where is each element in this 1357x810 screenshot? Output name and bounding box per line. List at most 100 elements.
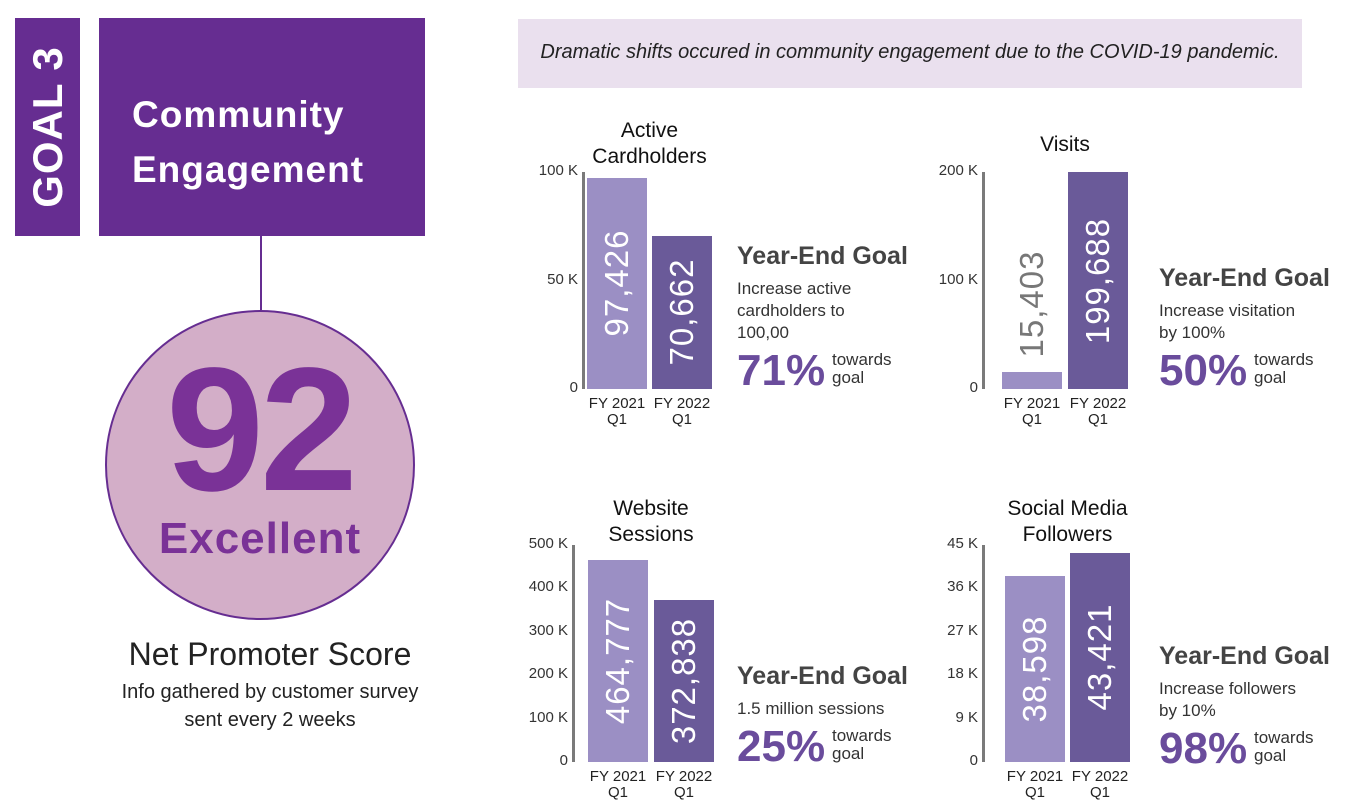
title-line-1: Community	[132, 94, 345, 135]
nps-rating: Excellent	[158, 514, 362, 563]
y-axis-line	[572, 545, 575, 762]
y-tick-label: 9 K	[955, 708, 978, 726]
y-tick-label: 50 K	[547, 270, 578, 288]
x-tick-label-year: FY 2022	[1069, 395, 1127, 412]
y-tick-label: 36 K	[947, 578, 978, 596]
bar-value-label: 38,598	[1016, 615, 1053, 723]
nps-note-line-1: Info gathered by customer survey	[121, 681, 419, 703]
goal-percent: 71%	[737, 346, 826, 395]
y-tick-label: 400 K	[528, 578, 568, 596]
chart-title-line-1: Website	[613, 497, 689, 520]
headline: Dramatic shifts occured in community eng…	[540, 41, 1280, 63]
y-tick-label: 0	[569, 379, 578, 396]
goal-heading: Year-End Goal	[1159, 642, 1330, 670]
goal-percent: 98%	[1159, 724, 1248, 773]
goal-description-line: cardholders to	[737, 301, 845, 320]
y-tick-label: 45 K	[947, 535, 978, 552]
chart-title-line-1: Visits	[1040, 133, 1090, 156]
nps-note-line-2: sent every 2 weeks	[184, 709, 356, 731]
y-axis-line	[982, 172, 985, 389]
goal-box: GOAL 3	[15, 18, 80, 236]
goal-description-line: by 10%	[1159, 701, 1216, 720]
x-tick-label-year: FY 2022	[655, 768, 713, 785]
y-tick-label: 0	[559, 752, 568, 769]
goal-description-line: Increase visitation	[1159, 301, 1296, 320]
title-line-2: Engagement	[132, 149, 365, 190]
nps-score: 92	[166, 332, 358, 528]
y-tick-label: 200 K	[938, 162, 978, 179]
y-tick-label: 300 K	[528, 621, 568, 639]
goal-heading: Year-End Goal	[1159, 264, 1330, 292]
y-tick-label: 100 K	[538, 162, 578, 179]
y-tick-label: 18 K	[947, 665, 978, 683]
x-tick-label-quarter: Q1	[1087, 411, 1108, 428]
bar-value-label: 70,662	[663, 258, 700, 366]
y-tick-label: 0	[969, 379, 978, 396]
bar-fy2021	[587, 177, 647, 389]
bar-fy2022	[1070, 552, 1130, 762]
x-tick-label-quarter: Q1	[1089, 784, 1110, 801]
goal-percent: 25%	[737, 722, 826, 771]
chart-title-line-1: Social Media	[1007, 497, 1128, 520]
y-axis-line	[982, 545, 985, 762]
bar-fy2022	[1068, 172, 1128, 389]
goal-percent: 50%	[1159, 346, 1248, 395]
y-tick-label: 0	[969, 752, 978, 769]
bar-value-label: 15,403	[1013, 250, 1050, 358]
y-tick-label: 200 K	[528, 665, 568, 683]
x-tick-label-quarter: Q1	[1024, 784, 1045, 801]
bar-value-label: 199,688	[1079, 217, 1116, 344]
x-tick-label-year: FY 2022	[1071, 768, 1129, 785]
towards-text: towards	[832, 726, 892, 745]
x-tick-label-quarter: Q1	[606, 411, 627, 428]
chart-title-line-1: Active	[620, 119, 679, 142]
chart-website-sessions: Website Sessions 500 K 400 K 300 K 200 K 100 K…	[505, 490, 925, 801]
y-tick-label: 27 K	[947, 621, 978, 639]
goal-description-line: 100,00	[737, 323, 789, 342]
goal-heading: Year-End Goal	[737, 242, 908, 270]
towards-text: towards	[1254, 350, 1314, 369]
goal-text: goal	[1254, 368, 1287, 387]
x-tick-label-year: FY 2021	[1003, 395, 1061, 412]
bar-fy2022	[652, 235, 712, 389]
goal-text: goal	[1254, 746, 1287, 765]
nps-circle: 92 Excellent	[105, 310, 415, 620]
chart-title-line-2: Sessions	[608, 523, 694, 546]
goal-description-line: by 100%	[1159, 323, 1226, 342]
title-box: Community Engagement	[99, 18, 425, 236]
connector-line	[260, 236, 262, 310]
chart-active-cardholders: Active Cardholders 100 K 50 K 0 97,426 FY 2021…	[505, 112, 925, 428]
goal-label: GOAL 3	[23, 46, 71, 208]
x-tick-label-year: FY 2021	[589, 768, 647, 785]
bar-fy2021	[1005, 575, 1065, 762]
chart-title-line-2: Cardholders	[592, 145, 707, 168]
bar-value-label: 372,838	[665, 617, 702, 745]
y-tick-label: 500 K	[528, 535, 568, 552]
x-tick-label-quarter: Q1	[607, 784, 628, 801]
goal-text: goal	[832, 368, 865, 387]
bar-value-label: 464,777	[599, 597, 636, 725]
goal-heading: Year-End Goal	[737, 662, 908, 690]
goal-description-line: 1.5 million sessions	[737, 699, 885, 718]
goal-description-line: Increase followers	[1159, 679, 1297, 698]
y-tick-label: 100 K	[528, 708, 568, 726]
x-tick-label-year: FY 2021	[1006, 768, 1064, 785]
goal-description-line: Increase active	[737, 279, 852, 298]
bar-fy2021	[1002, 372, 1062, 389]
bar-fy2022	[654, 600, 714, 762]
goal-text: goal	[832, 744, 865, 763]
x-tick-label-quarter: Q1	[671, 411, 692, 428]
x-tick-label-quarter: Q1	[673, 784, 694, 801]
bar-fy2021	[588, 560, 648, 762]
x-tick-label-quarter: Q1	[1021, 411, 1042, 428]
chart-title-line-2: Followers	[1022, 523, 1113, 546]
headline-box: Dramatic shifts occured in community eng…	[518, 19, 1302, 88]
bar-value-label: 97,426	[598, 229, 635, 337]
chart-social-media-followers: Social Media Followers 45 K 36 K 27 K 18 K 9 K…	[925, 490, 1345, 801]
nps-label: Net Promoter Score	[128, 636, 412, 672]
chart-visits: Visits 200 K 100 K 0 15,403 FY 2021 Q1 199,688 F…	[925, 112, 1345, 428]
y-tick-label: 100 K	[938, 270, 978, 288]
x-tick-label-year: FY 2022	[653, 395, 711, 412]
bar-value-label: 43,421	[1081, 603, 1118, 711]
x-tick-label-year: FY 2021	[588, 395, 646, 412]
